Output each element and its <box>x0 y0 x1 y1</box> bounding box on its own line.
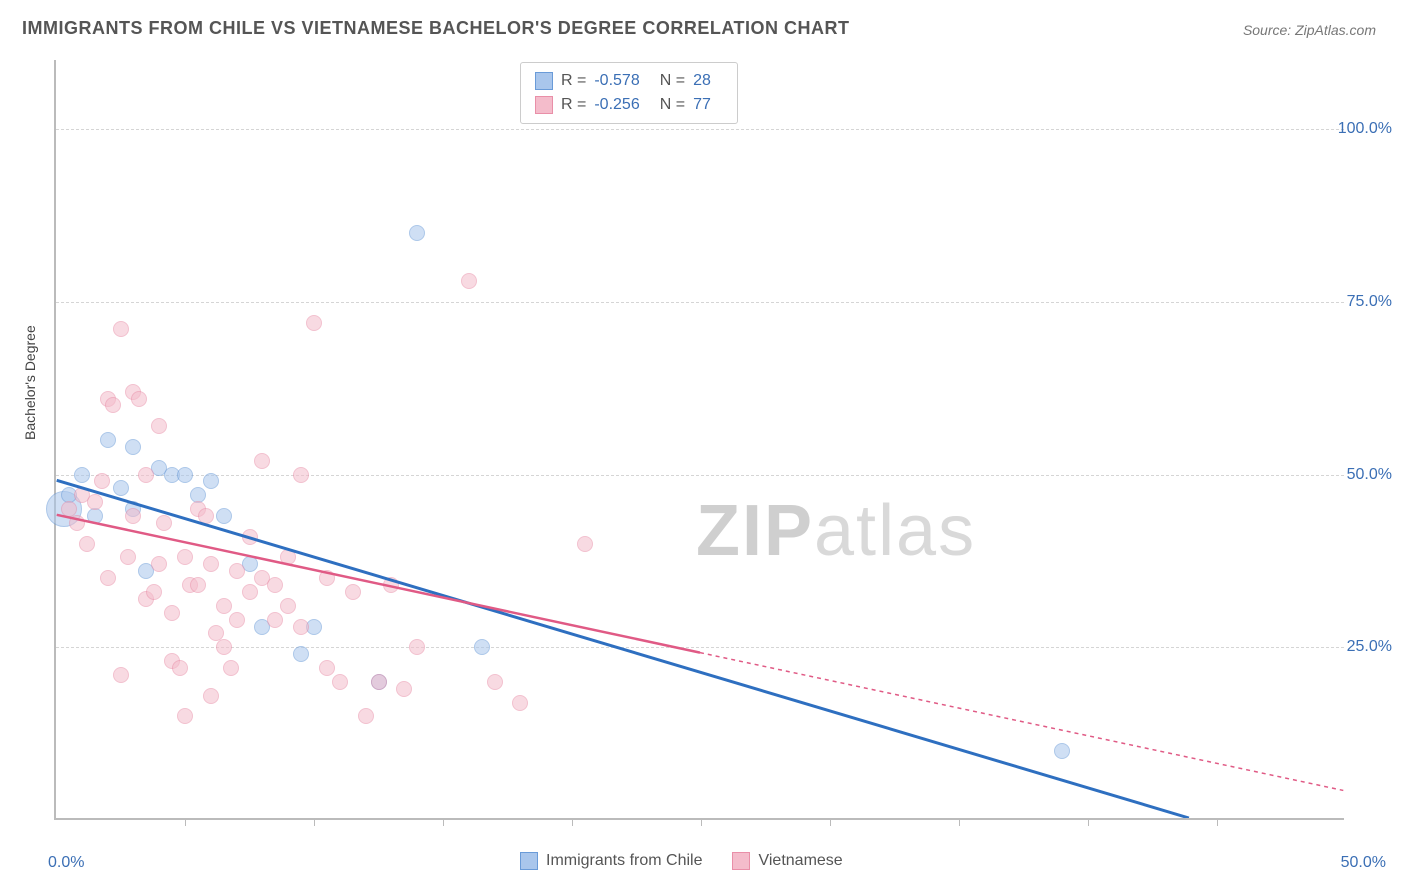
data-point <box>216 508 232 524</box>
x-axis-min-label: 0.0% <box>48 854 84 872</box>
data-point <box>177 467 193 483</box>
data-point <box>216 598 232 614</box>
data-point <box>172 660 188 676</box>
data-point <box>177 708 193 724</box>
data-point <box>164 605 180 621</box>
data-point <box>332 674 348 690</box>
data-point <box>69 515 85 531</box>
series-legend-item: Immigrants from Chile <box>520 852 702 870</box>
data-point <box>87 494 103 510</box>
data-point <box>120 549 136 565</box>
data-point <box>79 536 95 552</box>
plot-area: ZIPatlas <box>54 60 1344 820</box>
gridline <box>56 647 1344 648</box>
data-point <box>409 225 425 241</box>
data-point <box>577 536 593 552</box>
data-point <box>125 508 141 524</box>
gridline <box>56 302 1344 303</box>
data-point <box>293 619 309 635</box>
data-point <box>203 688 219 704</box>
series-legend-item: Vietnamese <box>732 852 842 870</box>
data-point <box>131 391 147 407</box>
data-point <box>474 639 490 655</box>
data-point <box>1054 743 1070 759</box>
data-point <box>113 667 129 683</box>
data-point <box>267 577 283 593</box>
source-attribution: Source: ZipAtlas.com <box>1243 22 1376 38</box>
data-point <box>280 549 296 565</box>
gridline <box>56 129 1344 130</box>
data-point <box>345 584 361 600</box>
data-point <box>371 674 387 690</box>
data-point <box>156 515 172 531</box>
data-point <box>146 584 162 600</box>
y-tick-label: 25.0% <box>1347 638 1392 656</box>
data-point <box>396 681 412 697</box>
data-point <box>203 556 219 572</box>
data-point <box>461 273 477 289</box>
data-point <box>151 556 167 572</box>
legend-swatch <box>732 852 750 870</box>
legend-swatch <box>520 852 538 870</box>
data-point <box>216 639 232 655</box>
y-axis-label: Bachelor's Degree <box>22 325 38 440</box>
data-point <box>100 570 116 586</box>
data-point <box>100 432 116 448</box>
series-legend: Immigrants from Chile Vietnamese <box>520 852 843 870</box>
data-point <box>105 397 121 413</box>
stats-legend: R = -0.578 N = 28 R = -0.256 N = 77 <box>520 62 738 124</box>
data-point <box>74 467 90 483</box>
x-axis-max-label: 50.0% <box>1341 854 1386 872</box>
data-point <box>242 529 258 545</box>
data-point <box>113 480 129 496</box>
data-point <box>306 315 322 331</box>
data-point <box>319 660 335 676</box>
data-point <box>138 467 154 483</box>
y-tick-label: 50.0% <box>1347 466 1392 484</box>
data-point <box>512 695 528 711</box>
series-legend-label: Immigrants from Chile <box>546 852 702 870</box>
data-point <box>229 612 245 628</box>
data-point <box>223 660 239 676</box>
data-point <box>94 473 110 489</box>
regression-lines <box>56 60 1344 818</box>
gridline <box>56 475 1344 476</box>
data-point <box>254 453 270 469</box>
stats-legend-row: R = -0.578 N = 28 <box>535 69 723 93</box>
data-point <box>409 639 425 655</box>
data-point <box>203 473 219 489</box>
data-point <box>125 439 141 455</box>
data-point <box>113 321 129 337</box>
data-point <box>198 508 214 524</box>
data-point <box>358 708 374 724</box>
data-point <box>151 418 167 434</box>
y-tick-label: 75.0% <box>1347 293 1392 311</box>
data-point <box>177 549 193 565</box>
data-point <box>280 598 296 614</box>
y-tick-label: 100.0% <box>1338 120 1392 138</box>
data-point <box>267 612 283 628</box>
x-axis-ticks <box>56 818 1344 826</box>
legend-swatch <box>535 96 553 114</box>
data-point <box>229 563 245 579</box>
data-point <box>319 570 335 586</box>
data-point <box>242 584 258 600</box>
legend-swatch <box>535 72 553 90</box>
series-legend-label: Vietnamese <box>758 852 842 870</box>
data-point <box>487 674 503 690</box>
data-point <box>293 646 309 662</box>
chart-title: IMMIGRANTS FROM CHILE VS VIETNAMESE BACH… <box>22 18 849 39</box>
data-point <box>293 467 309 483</box>
stats-legend-row: R = -0.256 N = 77 <box>535 93 723 117</box>
data-point <box>190 577 206 593</box>
data-point <box>383 577 399 593</box>
watermark: ZIPatlas <box>696 490 976 572</box>
data-point <box>87 508 103 524</box>
